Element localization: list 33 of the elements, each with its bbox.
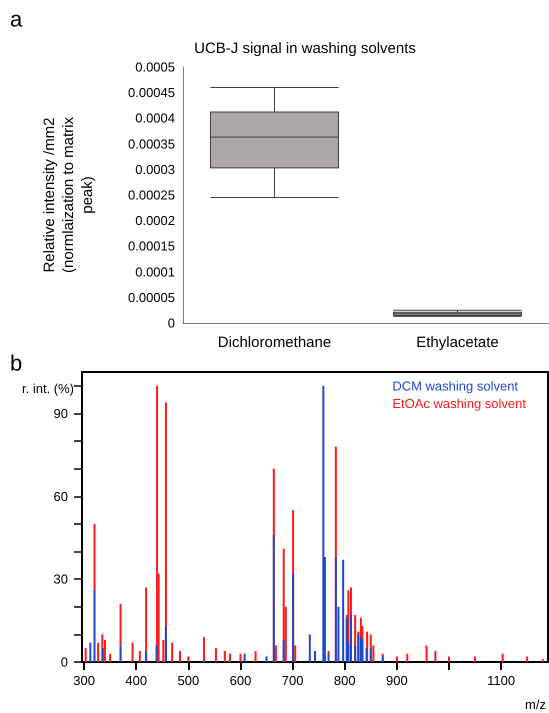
y-axis-title: Relative intensity /mm2 (normlaization to matrix peak): [41, 116, 96, 273]
y-axis-title: r. int. (%): [22, 381, 74, 396]
y-tick-label: 30: [54, 572, 68, 587]
x-tick-label: Ethylacetate: [416, 334, 499, 351]
y-tick-label: 0.00015: [128, 238, 175, 254]
y-tick-label: 0.0002: [135, 213, 175, 228]
y-tick-label: 0.0005: [135, 60, 175, 74]
text: EtOAc washing solvent: [392, 396, 526, 411]
x-tick-label: 700: [282, 673, 304, 688]
chart-title: UCB-J signal in washing solvents: [194, 40, 416, 57]
y-tick-label: 0.00005: [128, 290, 175, 305]
x-tick-label: 300: [73, 673, 95, 688]
y-tick-label: 90: [54, 406, 68, 421]
text: DCM washing solvent: [392, 378, 518, 394]
y-tick-label: 0.00035: [128, 136, 175, 152]
x-tick-label: 400: [125, 673, 148, 688]
y-tick-label: 0: [168, 316, 175, 330]
y-tick-label: 0.00025: [128, 188, 175, 202]
y-tick-label: 0.00045: [128, 85, 175, 100]
x-tick-label: 500: [177, 673, 200, 688]
y-tick-label: 0.0004: [135, 110, 175, 126]
y-tick-label: 60: [54, 488, 68, 504]
x-tick-label: 800: [334, 673, 356, 688]
x-axis-title: m/z: [525, 697, 546, 712]
x-tick-label: 1100: [487, 673, 516, 688]
text: b: [10, 350, 22, 376]
y-tick-label: 0.0001: [135, 264, 175, 280]
x-tick-label: 600: [230, 673, 252, 688]
x-tick-label: 900: [386, 673, 408, 688]
x-tick-label: Dichloromethane: [218, 334, 332, 351]
y-tick-label: 0: [60, 654, 68, 670]
text: a: [10, 6, 23, 32]
y-tick-label: 0.0003: [135, 162, 175, 177]
